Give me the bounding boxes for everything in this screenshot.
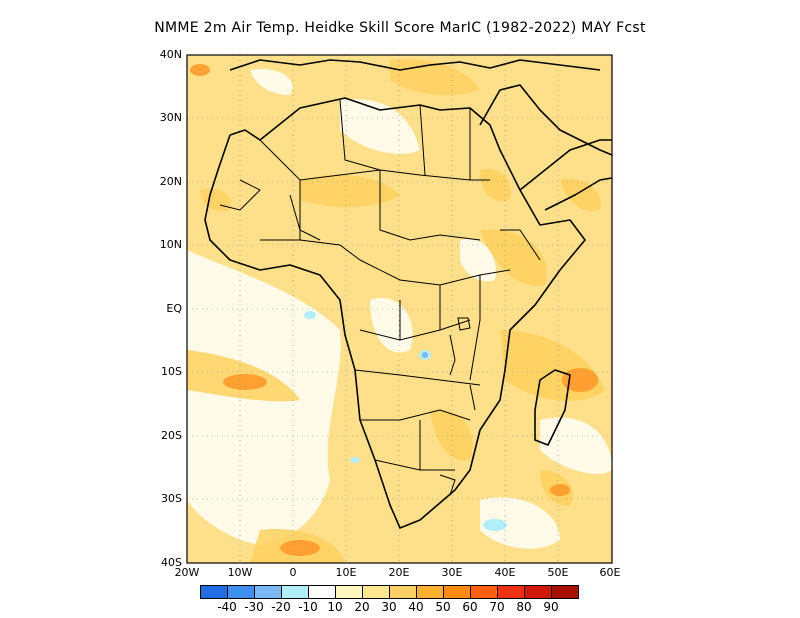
lat-label: 30N <box>159 111 182 124</box>
colorbar-swatch <box>416 585 444 599</box>
colorbar-swatch <box>524 585 552 599</box>
colorbar-label: -10 <box>298 600 318 614</box>
lon-label: 20E <box>388 566 410 579</box>
colorbar-label: -20 <box>271 600 291 614</box>
lon-label: 10E <box>335 566 357 579</box>
colorbar-swatch <box>281 585 309 599</box>
lon-label: 40E <box>494 566 516 579</box>
colorbar-swatch <box>551 585 579 599</box>
lon-label: 30E <box>441 566 463 579</box>
colorbar-label: 50 <box>435 600 451 614</box>
lon-label: 60E <box>599 566 621 579</box>
negative-skill-core <box>422 352 428 358</box>
country-borders <box>219 99 541 496</box>
colorbar-label: -40 <box>217 600 237 614</box>
map-title: NMME 2m Air Temp. Heidke Skill Score Mar… <box>154 20 646 36</box>
lon-label: 20W <box>174 566 200 579</box>
colorbar-swatch <box>227 585 255 599</box>
lat-label: 40N <box>159 48 182 61</box>
colorbar-label: -30 <box>244 600 264 614</box>
colorbar-swatch <box>470 585 498 599</box>
colorbar-swatch <box>443 585 471 599</box>
lon-label: 50E <box>547 566 569 579</box>
colorbar-label: 30 <box>381 600 397 614</box>
colorbar <box>200 585 579 599</box>
colorbar-swatch <box>389 585 417 599</box>
lon-label: 0 <box>289 566 297 579</box>
grid-lines <box>187 55 612 563</box>
colorbar-label: 80 <box>516 600 532 614</box>
colorbar-swatch <box>200 585 228 599</box>
lat-label: 20N <box>159 175 182 188</box>
lat-label: EQ <box>166 302 182 315</box>
colorbar-swatch <box>335 585 363 599</box>
lat-label: 40S <box>161 556 182 569</box>
high-skill-areas <box>190 64 598 556</box>
colorbar-swatch <box>362 585 390 599</box>
colorbar-label: 10 <box>327 600 343 614</box>
lat-label: 20S <box>161 429 182 442</box>
lat-label: 10S <box>161 365 182 378</box>
map-frame <box>186 54 613 564</box>
lat-label: 30S <box>161 492 182 505</box>
colorbar-label: 70 <box>489 600 505 614</box>
negative-skill-areas <box>304 311 507 531</box>
colorbar-label: 90 <box>543 600 559 614</box>
lakes <box>449 317 476 411</box>
colorbar-swatch <box>254 585 282 599</box>
colorbar-swatch <box>308 585 336 599</box>
colorbar-swatch <box>497 585 525 599</box>
colorbar-label: 40 <box>408 600 424 614</box>
lat-label: 10N <box>159 238 182 251</box>
low-skill-areas <box>187 69 612 549</box>
colorbar-label: 60 <box>462 600 478 614</box>
colorbar-label: 20 <box>354 600 370 614</box>
coastlines <box>204 59 612 529</box>
lon-label: 10W <box>227 566 253 579</box>
